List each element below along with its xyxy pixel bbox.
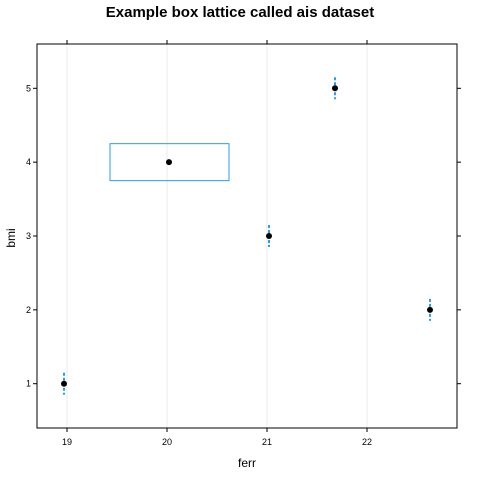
box-rect xyxy=(109,143,230,182)
plot-frame xyxy=(36,43,458,429)
y-axis-ticks: 1 2 3 4 5 xyxy=(26,83,461,389)
y-tick-label: 2 xyxy=(26,305,31,315)
x-tick-label: 21 xyxy=(262,437,272,447)
x-axis-label: ferr xyxy=(238,456,256,470)
median-point xyxy=(332,85,338,92)
grid-lines xyxy=(66,44,368,428)
x-tick-label: 22 xyxy=(362,437,372,447)
x-tick-label: 20 xyxy=(162,437,172,447)
y-tick-label: 3 xyxy=(26,231,31,241)
y-tick-label: 5 xyxy=(26,83,31,93)
y-axis-label: bmi xyxy=(4,228,18,247)
x-axis-ticks: 19 20 21 22 xyxy=(62,40,372,447)
x-tick-label: 19 xyxy=(62,437,72,447)
y-tick-label: 1 xyxy=(26,379,31,389)
median-point xyxy=(61,380,67,387)
median-point xyxy=(166,159,172,166)
median-point xyxy=(266,233,272,239)
median-point xyxy=(427,306,433,313)
box-series xyxy=(61,77,433,395)
y-tick-label: 4 xyxy=(26,157,31,167)
chart-title: Example box lattice called ais dataset xyxy=(106,4,374,21)
